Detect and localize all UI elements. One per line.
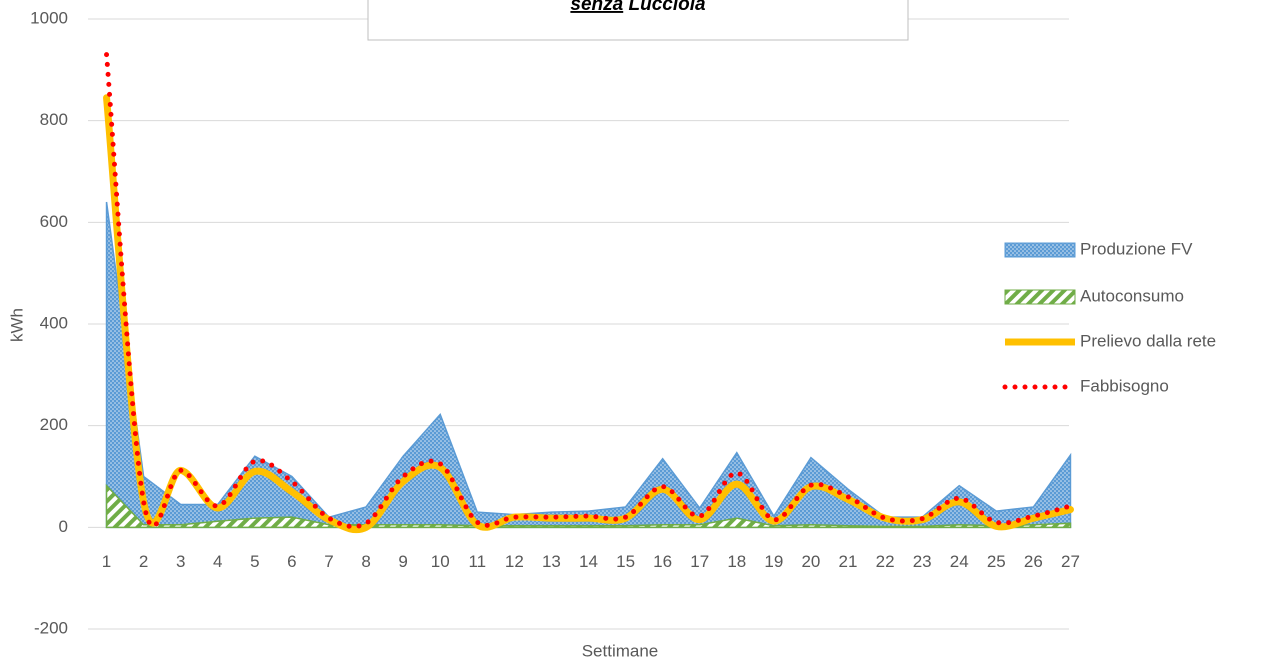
chart-title: senza Lucciola [570,0,706,15]
x-tick-label: 5 [250,552,259,571]
y-tick-label: 1000 [30,8,68,27]
x-tick-label: 10 [431,552,450,571]
x-tick-label: 14 [579,552,598,571]
x-tick-label: 8 [361,552,370,571]
x-tick-label: 17 [690,552,709,571]
y-tick-label: 200 [40,415,68,434]
x-tick-label: 9 [398,552,407,571]
title-box [367,0,909,41]
y-tick-label: 600 [40,212,68,231]
x-tick-label: 3 [176,552,185,571]
legend-swatch [1004,242,1076,258]
legend-label: Autoconsumo [1080,286,1184,305]
x-tick-label: 19 [764,552,783,571]
y-tick-label: 400 [40,313,68,332]
x-tick-label: 2 [139,552,148,571]
x-tick-label: 21 [839,552,858,571]
x-tick-label: 15 [616,552,635,571]
legend-label: Prelievo dalla rete [1080,331,1216,350]
x-tick-label: 6 [287,552,296,571]
x-tick-label: 20 [801,552,820,571]
legend-label: Produzione FV [1080,239,1193,258]
y-tick-label: 0 [59,517,68,536]
x-tick-label: 1 [102,552,111,571]
x-tick-label: 25 [987,552,1006,571]
line [104,52,1073,530]
y-tick-label: -200 [34,618,68,637]
y-axis-label: kWh [7,308,26,342]
x-axis-label: Settimane [582,641,659,660]
x-tick-label: 18 [727,552,746,571]
line [103,94,1074,534]
title-part: Lucciola [629,0,707,15]
y-tick-label: 800 [40,110,68,129]
x-tick-label: 7 [324,552,333,571]
x-tick-label: 24 [950,552,969,571]
x-tick-label: 16 [653,552,672,571]
x-tick-label: 4 [213,552,222,571]
area [105,201,1072,529]
legend-label: Fabbisogno [1080,376,1169,395]
x-tick-label: 23 [913,552,932,571]
x-tick-label: 12 [505,552,524,571]
x-tick-label: 27 [1061,552,1080,571]
title-part: senza [570,0,623,15]
x-tick-label: 22 [876,552,895,571]
legend-swatch [1004,289,1076,305]
area [105,483,1072,529]
x-tick-label: 13 [542,552,561,571]
x-tick-label: 26 [1024,552,1043,571]
x-tick-label: 11 [468,552,486,571]
